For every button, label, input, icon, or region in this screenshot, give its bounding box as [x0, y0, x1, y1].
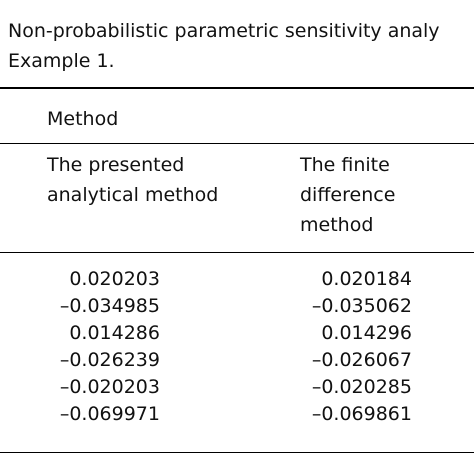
caption-line: Example 1. — [8, 50, 115, 72]
cell: –0.020285 — [311, 376, 412, 398]
cell: 0.020203 — [69, 268, 160, 290]
body-rule — [0, 252, 474, 253]
group-header: Method — [47, 108, 119, 130]
column-header: difference — [300, 184, 396, 206]
column-header: analytical method — [47, 184, 219, 206]
cell: –0.069971 — [59, 403, 160, 425]
header-rule — [0, 143, 474, 144]
cell: –0.035062 — [311, 295, 412, 317]
column-header: The presented — [47, 154, 185, 176]
caption-line: Non-probabilistic parametric sensitivity… — [8, 20, 440, 42]
cell: –0.026239 — [59, 349, 160, 371]
column-header: method — [300, 214, 374, 236]
cell: 0.020184 — [321, 268, 412, 290]
column-header: The finite — [300, 154, 390, 176]
bottom-rule — [0, 452, 474, 453]
cell: 0.014286 — [69, 322, 160, 344]
top-rule — [0, 87, 474, 89]
cell: –0.026067 — [311, 349, 412, 371]
cell: –0.034985 — [59, 295, 160, 317]
cell: 0.014296 — [321, 322, 412, 344]
cell: –0.069861 — [311, 403, 412, 425]
cell: –0.020203 — [59, 376, 160, 398]
